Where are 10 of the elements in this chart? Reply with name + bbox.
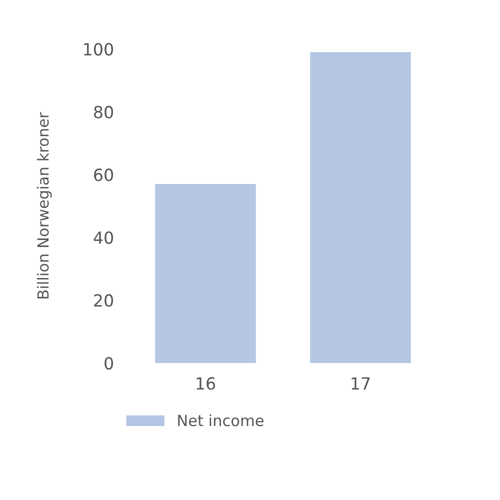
y-tick-label: 60 bbox=[94, 168, 114, 182]
x-tick-label: 16 bbox=[196, 377, 216, 390]
y-axis-title: Billion Norwegian kroner bbox=[36, 112, 52, 298]
x-tick-label: 17 bbox=[352, 377, 370, 390]
y-tick-label: 0 bbox=[104, 356, 114, 370]
y-tick-label: 20 bbox=[94, 294, 114, 307]
legend-label: Net income bbox=[178, 414, 264, 426]
y-tick-label: 100 bbox=[84, 42, 114, 56]
y-tick-label: 40 bbox=[94, 231, 114, 244]
y-tick-label: 80 bbox=[94, 106, 114, 118]
